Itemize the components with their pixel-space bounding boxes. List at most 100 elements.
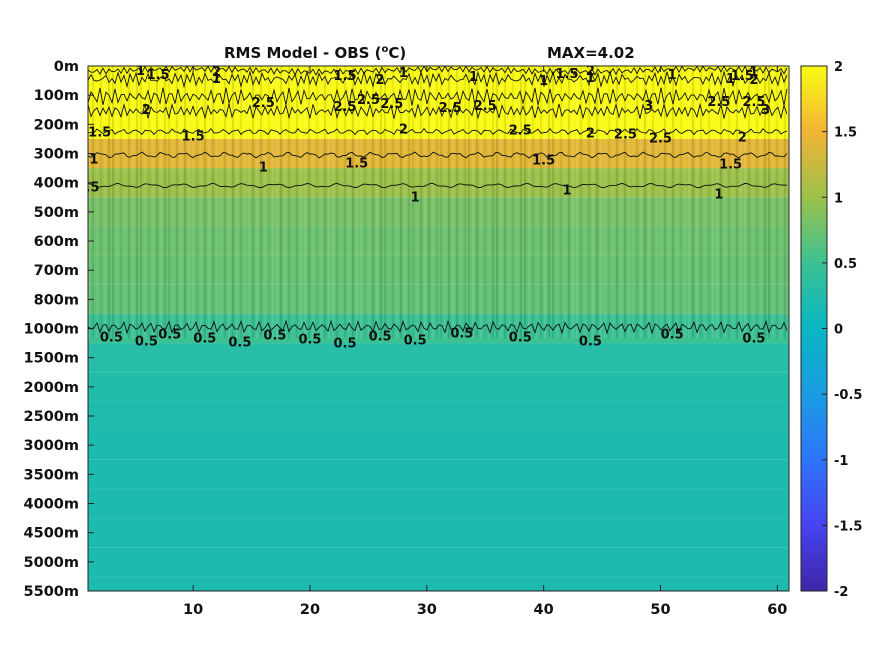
texture-stripe: [424, 66, 426, 339]
contour-lines: [88, 66, 788, 335]
texture-stripe: [512, 66, 514, 339]
heatmap-band-2000m: [88, 372, 789, 402]
texture-stripe: [488, 66, 490, 339]
y-tick-label: 800m: [34, 292, 79, 308]
heatmap-area: 1 1.5 12 1.5 2 1 1 1 1.5 12 1 1 11.522.52.52 2.5 2.5 2.…: [88, 66, 789, 591]
contour-label: 1.5: [556, 67, 579, 82]
texture-stripe: [672, 66, 674, 339]
x-tick-label: 50: [650, 602, 670, 618]
contour-label: 1: [411, 191, 420, 206]
contour-line-2.5: [88, 102, 788, 120]
texture-stripe: [308, 66, 310, 339]
texture-stripe: [772, 66, 774, 339]
contour-label: 1.5: [532, 154, 555, 169]
texture-stripe: [528, 66, 530, 339]
texture-stripe: [684, 66, 686, 339]
texture-stripe: [704, 66, 706, 339]
texture-stripe: [572, 66, 574, 339]
texture-stripe: [380, 66, 382, 339]
texture-stripe: [500, 66, 502, 339]
texture-stripe: [340, 66, 342, 339]
texture-stripe: [784, 66, 786, 339]
texture-stripe: [496, 66, 498, 339]
texture-stripe: [744, 66, 746, 339]
contour-labels: 1 1.5 12 1.5 2 1 1 1 1.5 12 1 1 11.522.52.52 2.5 2.5 2.…: [88, 66, 770, 352]
texture-stripe: [700, 66, 702, 339]
x-tick-label: 30: [417, 602, 437, 618]
texture-stripe: [128, 66, 130, 339]
contour-label: 1.5: [345, 157, 368, 172]
colorbar-tick-label: 0: [834, 323, 843, 338]
texture-stripe: [112, 66, 114, 339]
contour-label: 2: [376, 73, 385, 88]
texture-stripe: [556, 66, 558, 339]
texture-stripe: [660, 66, 662, 339]
texture-stripe: [736, 66, 738, 339]
texture-stripe: [320, 66, 322, 339]
contour-label: 2: [738, 130, 747, 145]
contour-line-2-lower: [88, 127, 788, 136]
x-tick-label: 10: [183, 602, 203, 618]
texture-stripe: [256, 66, 258, 339]
heatmap-band-3000m: [88, 430, 789, 460]
texture-stripe: [372, 66, 374, 339]
texture-stripe: [192, 66, 194, 339]
texture-stripe: [452, 66, 454, 339]
texture-stripe: [576, 66, 578, 339]
texture-stripe: [264, 66, 266, 339]
y-tick-label: 5500m: [24, 584, 79, 600]
texture-stripe: [780, 66, 782, 339]
texture-stripe: [396, 66, 398, 339]
texture-stripe: [324, 66, 326, 339]
texture-stripe: [468, 66, 470, 339]
texture-stripe: [412, 66, 414, 339]
texture-stripe: [404, 66, 406, 339]
texture-stripe: [728, 66, 730, 339]
texture-stripe: [740, 66, 742, 339]
texture-stripe: [304, 66, 306, 339]
texture-stripe: [476, 66, 478, 339]
texture-stripe: [296, 66, 298, 339]
contour-label: 3: [644, 99, 653, 114]
texture-stripe: [748, 66, 750, 339]
texture-stripe: [348, 66, 350, 339]
texture-stripe: [580, 66, 582, 339]
y-tick-label: 600m: [34, 234, 79, 250]
texture-stripe: [724, 66, 726, 339]
texture-stripe: [472, 66, 474, 339]
texture-stripe: [432, 66, 434, 339]
contour-label: 2: [586, 126, 595, 141]
texture-stripe: [364, 66, 366, 339]
texture-stripe: [284, 66, 286, 339]
contour-line-1.5-lower: [88, 151, 788, 159]
texture-stripe: [636, 66, 638, 339]
texture-stripe: [596, 66, 598, 339]
texture-stripe: [440, 66, 442, 339]
contour-line-1.5: [88, 70, 788, 89]
heatmap-band-200m: [88, 109, 789, 139]
contour-label: 2.5: [334, 100, 357, 115]
heatmap-band-400m: [88, 168, 789, 198]
y-tick-label: 2500m: [24, 409, 79, 425]
texture-stripe: [204, 66, 206, 339]
heatmap-band-100m: [88, 80, 789, 110]
heatmap-band-3500m: [88, 459, 789, 489]
contour-label: 2.5: [614, 127, 637, 142]
texture-stripe: [96, 66, 98, 339]
texture-stripe: [688, 66, 690, 339]
texture-stripe: [656, 66, 658, 339]
texture-stripe: [584, 66, 586, 339]
texture-stripe: [216, 66, 218, 339]
texture-stripe: [92, 66, 94, 339]
texture-stripe: [180, 66, 182, 339]
texture-stripe: [444, 66, 446, 339]
texture-stripe: [664, 66, 666, 339]
texture-stripe: [764, 66, 766, 339]
contour-label: 0.5: [404, 334, 427, 349]
texture-stripe: [208, 66, 210, 339]
texture-stripe: [232, 66, 234, 339]
texture-stripe: [136, 66, 138, 339]
heatmap-bands: [88, 66, 789, 591]
contour-label: 1: [726, 72, 735, 87]
texture-stripe: [336, 66, 338, 339]
